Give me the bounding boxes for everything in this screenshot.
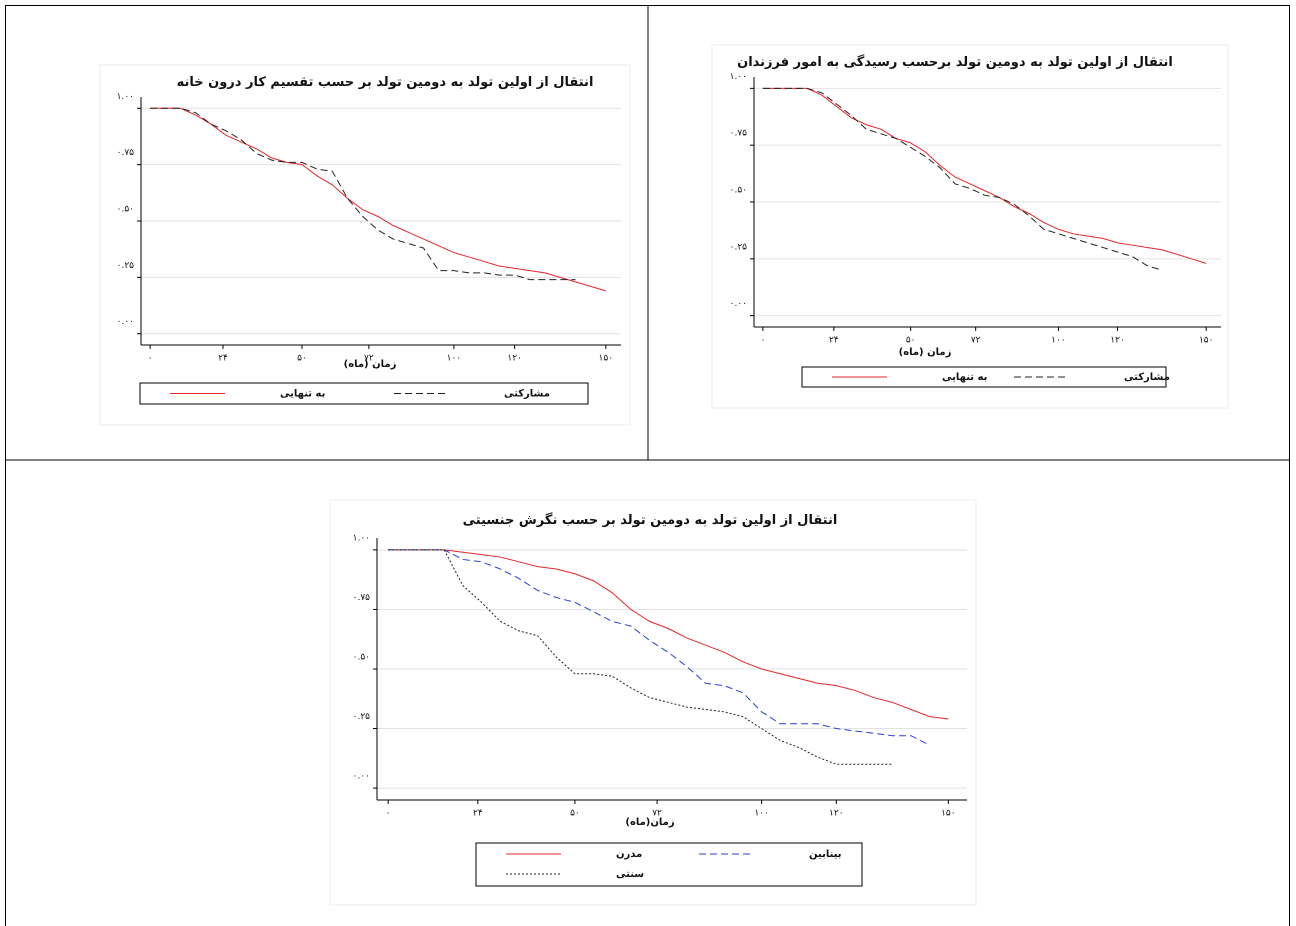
x-tick-label: ۰ <box>386 809 391 819</box>
x-tick-label: ۵۰ <box>570 809 580 819</box>
y-tick-label: ۰.۲۵ <box>730 242 748 252</box>
y-tick-label: ۰.۰۰ <box>730 299 747 309</box>
x-tick-label: ۵۰ <box>297 354 307 364</box>
x-tick-label: ۱۰۰ <box>447 354 462 364</box>
legend-label: به تنهایی <box>942 372 987 383</box>
legend-label: بینابین <box>809 849 842 860</box>
chart-title: انتقال از اولین تولد به دومین تولد بر حس… <box>175 72 595 94</box>
chart-frame <box>100 65 630 425</box>
x-tick-label: ۱۵۰ <box>941 809 956 819</box>
y-tick-label: ۰.۰۰ <box>353 772 370 782</box>
y-tick-label: ۰.۷۵ <box>117 148 135 158</box>
x-tick-label: ۱۲۰ <box>1110 336 1125 346</box>
x-axis-title: زمان (ماه) <box>344 359 397 370</box>
x-tick-label: ۱۰۰ <box>754 809 769 819</box>
y-tick-label: ۰.۲۵ <box>353 712 371 722</box>
document: ۰.۰۰ ۰.۲۵ ۰.۵۰ ۰.۷۵ ۱.۰۰ ۰ ۲۴ ۵۰ ۷۲ ۱۰۰ ۱۲۰ ۱۵۰ زمان… <box>0 0 1296 926</box>
x-tick-label: ۱۲۰ <box>829 809 844 819</box>
x-tick-label: ۲۴ <box>473 809 483 819</box>
legend-label: مشارکتی <box>504 389 550 400</box>
chart-title: انتقال از اولین تولد به دومین تولد بر حس… <box>440 510 860 532</box>
y-tick-label: ۰.۰۰ <box>117 317 134 327</box>
x-tick-label: ۱۵۰ <box>1199 336 1214 346</box>
x-axis-title: زمان(ماه) <box>625 817 674 828</box>
y-tick-label: ۱.۰۰ <box>117 92 134 102</box>
y-tick-label: ۰.۲۵ <box>117 261 135 271</box>
y-tick-label: ۰.۵۰ <box>730 186 747 196</box>
legend-label: مدرن <box>616 849 642 860</box>
x-tick-label: ۷۲ <box>971 336 981 346</box>
x-tick-label: ۵۰ <box>906 336 916 346</box>
x-tick-label: ۲۴ <box>829 336 839 346</box>
chart-frame <box>712 45 1228 408</box>
x-tick-label: ۰ <box>148 354 153 364</box>
x-tick-label: ۲۴ <box>218 354 228 364</box>
y-tick-label: ۰.۷۵ <box>730 129 748 139</box>
y-tick-label: ۱.۰۰ <box>353 533 370 543</box>
y-tick-label: ۰.۷۵ <box>353 593 371 603</box>
x-tick-label: ۱۲۰ <box>507 354 522 364</box>
legend-box <box>476 843 862 886</box>
legend-label: مشارکتی <box>1124 372 1170 383</box>
x-axis-title: زمان (ماه) <box>899 347 952 358</box>
page: ۰.۰۰ ۰.۲۵ ۰.۵۰ ۰.۷۵ ۱.۰۰ ۰ ۲۴ ۵۰ ۷۲ ۱۰۰ ۱۲۰ ۱۵۰ زمان… <box>0 0 1296 926</box>
x-tick-label: ۰ <box>760 336 765 346</box>
legend-label: سنتی <box>616 869 644 880</box>
x-tick-label: ۱۰۰ <box>1051 336 1066 346</box>
x-tick-label: ۱۵۰ <box>599 354 614 364</box>
chart-title: انتقال از اولین تولد به دومین تولد برحسب… <box>705 52 1205 74</box>
y-tick-label: ۰.۵۰ <box>353 653 370 663</box>
legend-label: به تنهایی <box>280 389 325 400</box>
y-tick-label: ۰.۵۰ <box>117 205 134 215</box>
